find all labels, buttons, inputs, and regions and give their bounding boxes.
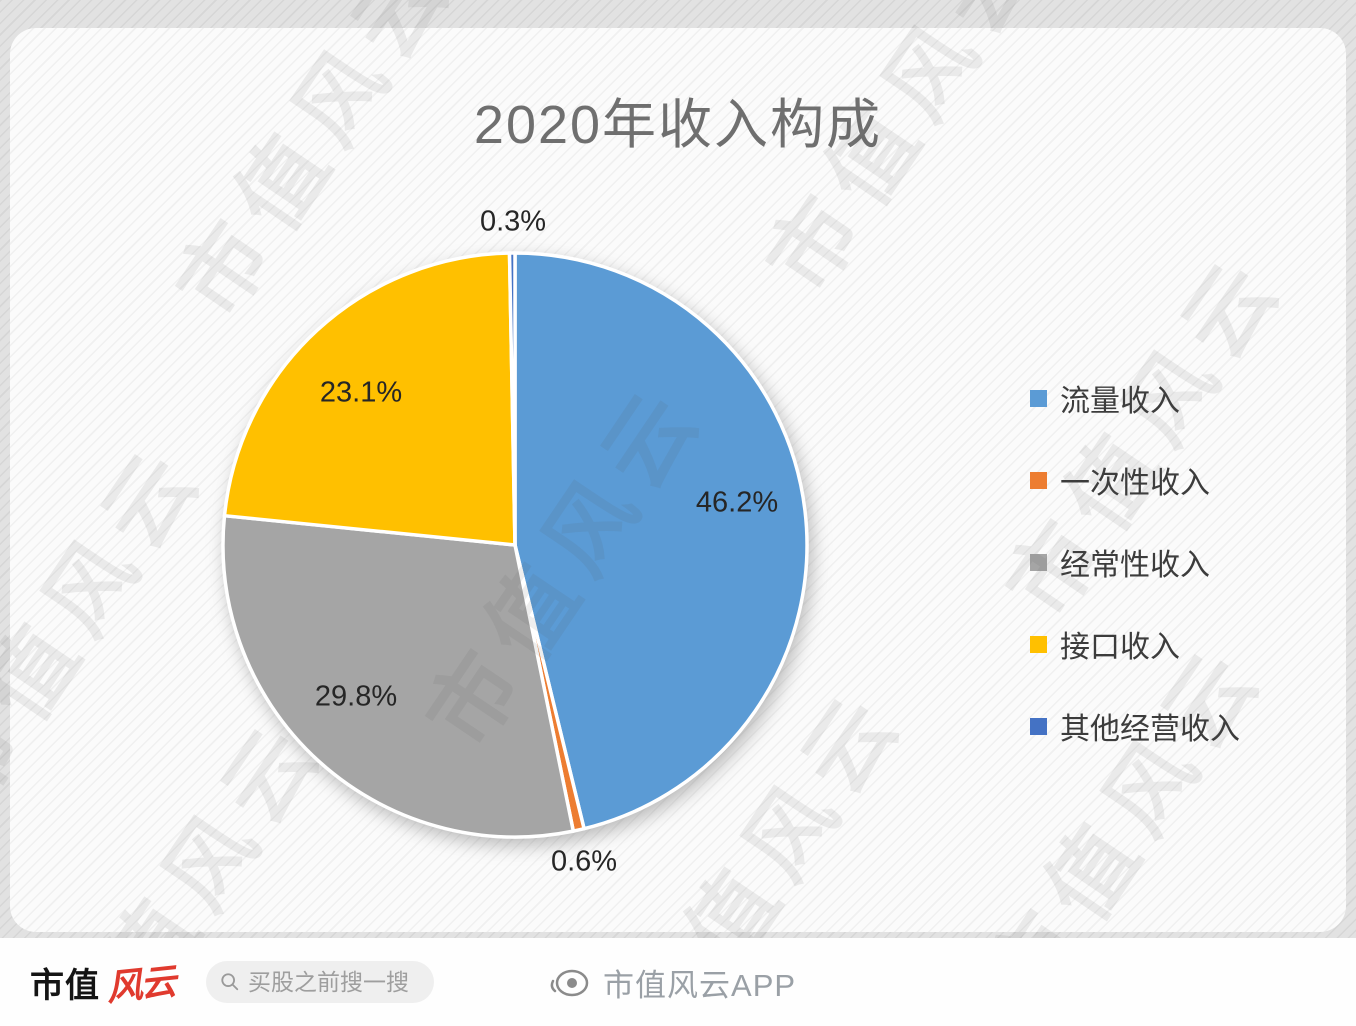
search-box[interactable] [206, 961, 435, 1003]
pie-slice-traffic-revenue [513, 251, 809, 831]
chart-legend: 流量收入 一次性收入 经常性收入 接口收入 其他经营收入 [1030, 376, 1240, 748]
app-logo-icon [550, 969, 589, 997]
pie-slice-interface-revenue [222, 251, 517, 547]
legend-swatch [1030, 635, 1047, 653]
legend-label: 其他经营收入 [1060, 713, 1240, 746]
legend-item-traffic-revenue: 流量收入 [1030, 376, 1240, 420]
slice-label-traffic-revenue: 46.2% [695, 486, 779, 519]
app-name-label: 市值风云APP [603, 967, 797, 1003]
slice-label-other-operating-revenue: 0.3% [479, 205, 547, 238]
legend-label: 接口收入 [1060, 631, 1180, 664]
brand-logo-shizhi: 市值 [30, 966, 100, 1005]
legend-item-interface-revenue: 接口收入 [1030, 622, 1240, 666]
legend-swatch [1030, 717, 1047, 735]
chart-title: 2020年收入构成 [473, 95, 883, 155]
slice-label-interface-revenue: 23.1% [319, 376, 403, 409]
search-input[interactable] [248, 968, 421, 996]
legend-item-one-time-revenue: 一次性收入 [1030, 458, 1240, 502]
slice-label-recurring-revenue: 29.8% [314, 680, 398, 713]
pie-slice-other-operating-revenue [507, 251, 517, 547]
brand-logo: 市值 风云 [30, 956, 176, 1009]
pie-slice-recurring-revenue [221, 513, 576, 839]
slice-label-one-time-revenue: 0.6% [550, 845, 618, 878]
search-icon [221, 973, 239, 991]
app-brand: 市值风云APP [549, 960, 796, 1005]
legend-label: 流量收入 [1060, 385, 1180, 418]
footer-bar: 市值 风云 市值风云APP [0, 938, 1356, 1026]
legend-item-recurring-revenue: 经常性收入 [1030, 540, 1240, 584]
legend-label: 经常性收入 [1060, 549, 1210, 582]
pie-chart [221, 251, 809, 839]
legend-item-other-operating-revenue: 其他经营收入 [1030, 704, 1240, 748]
legend-label: 一次性收入 [1060, 467, 1210, 500]
legend-swatch [1030, 389, 1047, 407]
legend-swatch [1030, 471, 1047, 489]
brand-logo-fengyun: 风云 [104, 960, 177, 1009]
legend-swatch [1030, 553, 1047, 571]
